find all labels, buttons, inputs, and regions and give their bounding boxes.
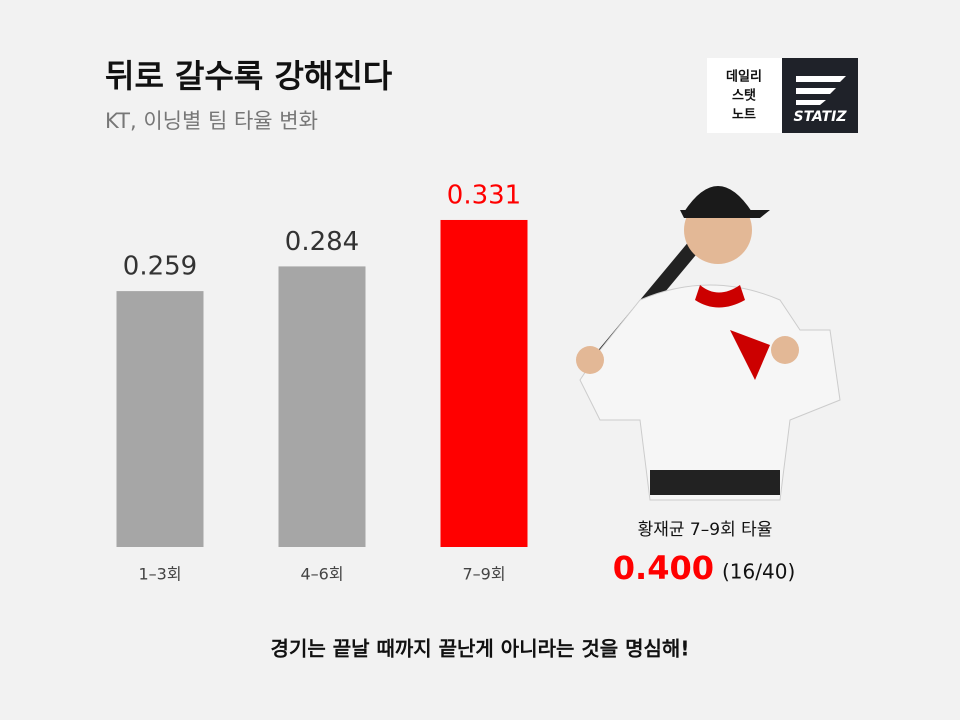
footer: 경기는 끝날 때까지 끝난게 아니라는 것을 명심해! bbox=[271, 637, 690, 661]
bar bbox=[116, 291, 204, 547]
player-photo bbox=[576, 186, 841, 501]
chart-title: 뒤로 갈수록 강해진다 bbox=[105, 57, 393, 95]
logo: 데일리 스탯 노트 STATIZ bbox=[707, 58, 858, 133]
logo-line: 데일리 bbox=[726, 69, 762, 85]
logo-brand-box bbox=[782, 58, 858, 133]
logo-emblem bbox=[730, 330, 770, 380]
hand bbox=[576, 346, 604, 374]
belt bbox=[650, 470, 780, 495]
value-label: 0.284 bbox=[285, 227, 359, 257]
logo-icon bbox=[796, 76, 846, 105]
player-detail: (16/40) bbox=[722, 560, 795, 584]
player-caption: 황재균 7–9회 타율 bbox=[638, 520, 773, 540]
chart-subtitle: KT, 이닝별 팀 타율 변화 bbox=[105, 109, 318, 133]
bar bbox=[440, 219, 528, 548]
player-stat: 0.400 bbox=[613, 549, 714, 587]
logo-line: 스탯 bbox=[732, 88, 756, 104]
logo-box bbox=[707, 58, 782, 133]
uniform bbox=[579, 284, 841, 501]
bar bbox=[278, 266, 366, 547]
thumb bbox=[771, 336, 799, 364]
value-label: 0.259 bbox=[123, 252, 197, 282]
x-tick-label: 4–6회 bbox=[300, 565, 343, 584]
collar bbox=[695, 285, 745, 308]
value-label: 0.331 bbox=[447, 180, 521, 210]
logo-line: 노트 bbox=[732, 108, 756, 123]
logo-brand: STATIZ bbox=[794, 109, 848, 125]
cap bbox=[680, 186, 770, 218]
x-tick-label: 1–3회 bbox=[138, 565, 181, 584]
x-tick-label: 7–9회 bbox=[462, 565, 505, 584]
